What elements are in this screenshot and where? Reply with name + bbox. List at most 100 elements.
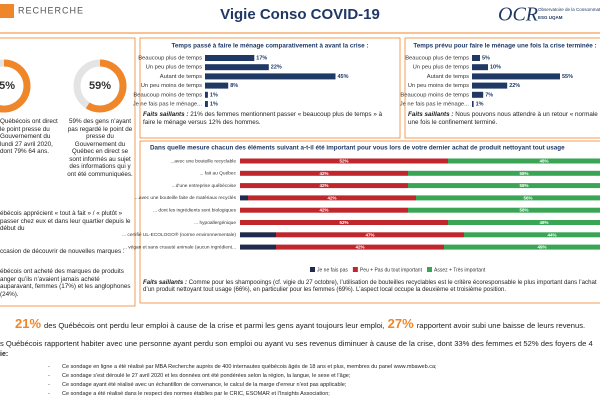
bar (205, 91, 208, 98)
bar-label: Beaucoup plus de temps (138, 56, 202, 62)
banner: 21% des Québécois ont perdu leur emploi à… (12, 316, 600, 332)
footer-note: Ce sondage ayant été réalisé avec un éch… (62, 382, 347, 388)
bar-segment (408, 170, 600, 176)
bar-label: ...avec une bouteille recyclable (170, 158, 236, 164)
panel (0, 37, 136, 307)
bar (472, 55, 480, 61)
bar-label: Beaucoup moins de temps (133, 92, 202, 98)
bar (205, 101, 208, 107)
bar (205, 73, 336, 80)
bar-segment (240, 207, 408, 213)
bar (472, 64, 488, 71)
chart-title: Dans quelle mesure chacun des éléments s… (150, 145, 565, 152)
legend-swatch (352, 267, 358, 272)
chart-title: Temps passé à faire le ménage comparativ… (172, 43, 369, 50)
panel (139, 140, 600, 304)
footer-dash: - (48, 382, 50, 388)
highlights: Faits saillants : 21% des femmes mention… (143, 111, 395, 126)
bar-segment (408, 183, 600, 189)
bar-value: 45% (338, 74, 349, 80)
highlights: Faits saillants : Nous pouvons nous atte… (408, 111, 600, 126)
bar-segment (276, 244, 444, 250)
bar-segment (240, 183, 408, 189)
bar-label: Je ne fais pas le ménage... (400, 102, 470, 108)
bar (472, 101, 474, 107)
banner-stat: 27% (387, 316, 414, 331)
bar-label: Autant de temps (160, 74, 202, 80)
segment-value: 52% (339, 220, 348, 225)
highlights-text: 21% des femmes mentionnent passer « beau… (143, 111, 383, 126)
legend-label: Peu + Pas du tout important (360, 267, 423, 273)
left-text: ébécois ont acheté des marques de produi… (0, 268, 131, 298)
bar-label: ...d’une entreprise québécoise (172, 183, 237, 189)
bar-label: Un peu moins de temps (408, 83, 469, 89)
legend-swatch (310, 267, 315, 272)
banner-text: rapportent avoir subi une baisse de leur… (416, 321, 586, 330)
highlights-label: Faits saillants : (408, 111, 454, 118)
bar (205, 64, 269, 71)
legend-swatch (426, 267, 432, 272)
donut-arc (85, 59, 127, 113)
highlights-label: Faits saillants : (143, 279, 188, 286)
left-text: ébécois apprécient « tout à fait » / « p… (0, 210, 131, 233)
bar-segment (464, 232, 600, 238)
bar-label: ...avec une bouteille faite de matériaux… (135, 195, 237, 201)
segment-value: 42% (319, 208, 328, 213)
bar-label: ... fait au Québec (199, 171, 236, 177)
bar-label: ... hypoallergénique (194, 220, 236, 226)
bar (472, 91, 484, 98)
panel (404, 37, 600, 139)
footer-note: Ce sondage en ligne a été réalisé par MB… (62, 364, 437, 370)
footer-label: ie: (0, 351, 9, 358)
bar-segment (240, 195, 248, 201)
bar (205, 55, 255, 61)
bar-value: 1% (476, 101, 484, 107)
bar-value: 22% (271, 65, 282, 71)
bar-label: Je ne fais pas le ménage... (133, 102, 203, 108)
bar-segment (240, 232, 276, 238)
footer-note: Ce sondage a été réalisé dans le respect… (62, 391, 330, 397)
bar-segment (408, 207, 600, 213)
bar-segment (416, 195, 600, 201)
highlights-label: Faits saillants : (143, 111, 189, 118)
donut-arc (0, 59, 31, 113)
banner-text: des Québécois ont perdu leur emploi à ca… (44, 321, 385, 330)
footer-note: Ce sondage s’est déroulé le 27 avril 202… (62, 373, 351, 379)
footer-dash: - (48, 391, 50, 397)
bar-label: Un peu moins de temps (141, 83, 202, 89)
ocr-logo: OCR (498, 4, 538, 26)
segment-value: 42% (319, 171, 328, 176)
bar-segment (240, 170, 408, 176)
bar-value: 1% (210, 92, 218, 98)
left-text: Québécois ont direct le point presse du … (0, 118, 58, 156)
segment-value: 58% (519, 208, 528, 213)
bar-label: Un peu plus de temps (146, 65, 202, 71)
bar-value: 17% (256, 55, 267, 61)
bar (472, 82, 508, 89)
bar-value: 1% (210, 101, 218, 107)
panel (139, 37, 401, 139)
bar-value: 5% (482, 55, 490, 61)
bar-label: ... certifié UL-ECOLOGO® (norme environn… (122, 231, 236, 238)
bar-segment (444, 244, 600, 250)
segment-value: 48% (539, 158, 548, 163)
segment-value: 48% (539, 220, 548, 225)
bar-label: Beaucoup plus de temps (405, 56, 469, 62)
bar-label: ... dont les ingrédients sont biologique… (153, 207, 237, 213)
donut-label: 59% (89, 80, 111, 92)
segment-value: 44% (547, 232, 556, 237)
bar-value: 22% (509, 83, 520, 89)
segment-value: 42% (327, 195, 336, 200)
bar-segment (240, 158, 448, 164)
bar-value: 10% (490, 65, 501, 71)
segment-value: 56% (523, 195, 532, 200)
legend-label: Assez + Très important (434, 267, 486, 273)
bar-segment (448, 158, 600, 164)
bar-label: Autant de temps (427, 74, 469, 80)
footer-dash: - (48, 364, 50, 370)
segment-value: 42% (355, 245, 364, 250)
bar-value: 7% (485, 92, 493, 98)
highlights-text: Nous pouvons nous attendre à un retour «… (408, 111, 598, 126)
